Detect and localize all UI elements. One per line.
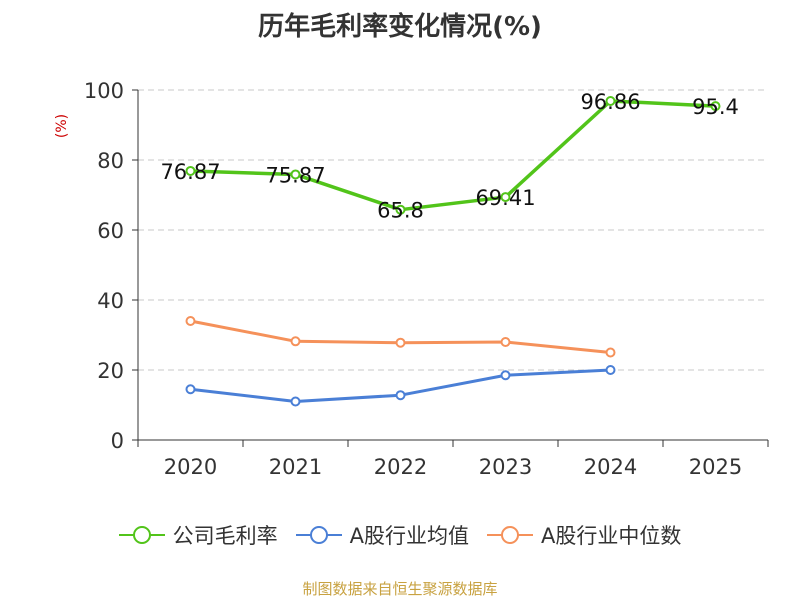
legend-item-company[interactable]: 公司毛利率: [118, 520, 278, 550]
data-point-0: [290, 169, 301, 180]
data-label: 76.87: [160, 160, 220, 184]
legend-swatch-industry-median: [487, 525, 533, 545]
data-point-1: [185, 384, 196, 395]
source-note: 制图数据来自恒生聚源数据库: [302, 580, 498, 598]
x-tick-label: 2020: [164, 455, 217, 479]
y-tick-label: 0: [111, 429, 124, 453]
data-label: 95.4: [692, 95, 739, 119]
y-tick-label: 100: [84, 79, 124, 103]
data-point-0: [395, 204, 406, 215]
y-tick-label: 80: [97, 149, 124, 173]
legend-item-industry-mean[interactable]: A股行业均值: [295, 520, 469, 550]
x-tick-label: 2025: [689, 455, 742, 479]
x-tick-label: 2023: [479, 455, 532, 479]
data-point-0: [185, 165, 196, 176]
legend-swatch-company: [118, 525, 165, 545]
data-label: 75.87: [265, 163, 325, 187]
data-label: 65.8: [377, 199, 424, 223]
data-point-0: [710, 101, 721, 112]
legend-label-industry-median: A股行业中位数: [541, 524, 682, 548]
data-point-0: [605, 95, 616, 106]
legend-item-industry-median[interactable]: A股行业中位数: [487, 520, 681, 550]
chart-title: 历年毛利率变化情况(%): [258, 12, 542, 42]
data-point-1: [500, 370, 511, 381]
axes: 0 20 40 60 80 100 2020 2021 2022 2023 2024 2025: [84, 79, 769, 479]
data-labels: 76.87 75.87 65.8 69.41 96.86 95.4: [160, 90, 738, 223]
data-point-1: [605, 365, 616, 375]
series-line-0: [190, 99, 716, 212]
grid-lines: [138, 89, 768, 371]
x-tick-label: 2022: [374, 455, 427, 479]
legend-label-company: 公司毛利率: [172, 524, 278, 548]
series-line-2: [190, 319, 611, 354]
data-point-2: [395, 337, 406, 348]
data-point-2: [290, 336, 301, 347]
series: [185, 95, 721, 407]
data-label: 96.86: [580, 90, 640, 114]
data-point-2: [185, 316, 196, 326]
y-tick-label: 40: [97, 289, 124, 313]
legend-swatch-industry-mean: [295, 525, 342, 545]
data-point-2: [605, 347, 616, 358]
data-point-1: [290, 396, 301, 407]
y-tick-label: 60: [97, 219, 124, 243]
y-tick-label: 20: [97, 359, 124, 383]
data-point-1: [395, 390, 406, 401]
legend: 公司毛利率 A股行业均值 A股行业中位数: [0, 520, 800, 550]
x-tick-label: 2024: [584, 455, 637, 479]
legend-label-industry-mean: A股行业均值: [349, 524, 469, 548]
data-label: 69.41: [475, 186, 535, 210]
data-point-2: [500, 337, 511, 347]
x-tick-label: 2021: [269, 455, 322, 479]
data-point-0: [500, 192, 511, 203]
